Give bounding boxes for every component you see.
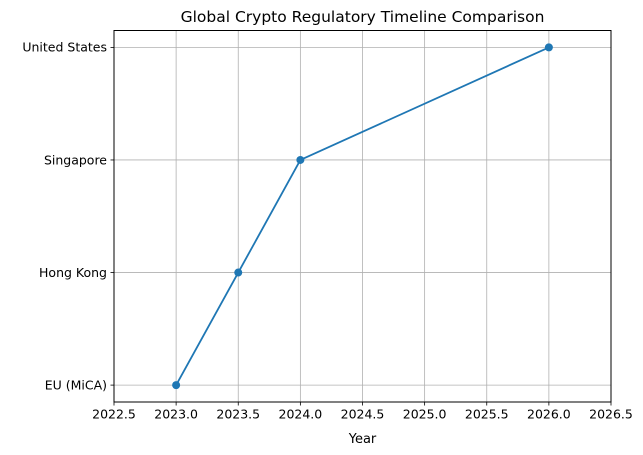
x-tick-label: 2023.0: [154, 407, 198, 422]
x-tick-label: 2026.0: [527, 407, 571, 422]
data-point-marker: [172, 381, 181, 390]
x-tick-label: 2026.5: [589, 407, 633, 422]
data-point-marker: [296, 155, 305, 164]
data-line: [175, 46, 550, 387]
y-tick-label: EU (MiCA): [45, 377, 107, 392]
x-tick-label: 2022.5: [92, 407, 136, 422]
x-tick-label: 2024.0: [279, 407, 323, 422]
x-axis-label: Year: [348, 432, 377, 447]
x-tick-label: 2025.0: [403, 407, 447, 422]
x-tick-label: 2023.5: [216, 407, 260, 422]
y-tick-label: Singapore: [44, 152, 107, 167]
x-tick-label: 2024.5: [341, 407, 385, 422]
y-tick-label: Hong Kong: [39, 265, 107, 280]
chart-title: Global Crypto Regulatory Timeline Compar…: [181, 8, 545, 26]
data-point-marker: [234, 268, 243, 277]
data-point-marker: [544, 43, 553, 52]
y-tick-label: United States: [22, 40, 107, 55]
x-tick-label: 2025.5: [465, 407, 509, 422]
